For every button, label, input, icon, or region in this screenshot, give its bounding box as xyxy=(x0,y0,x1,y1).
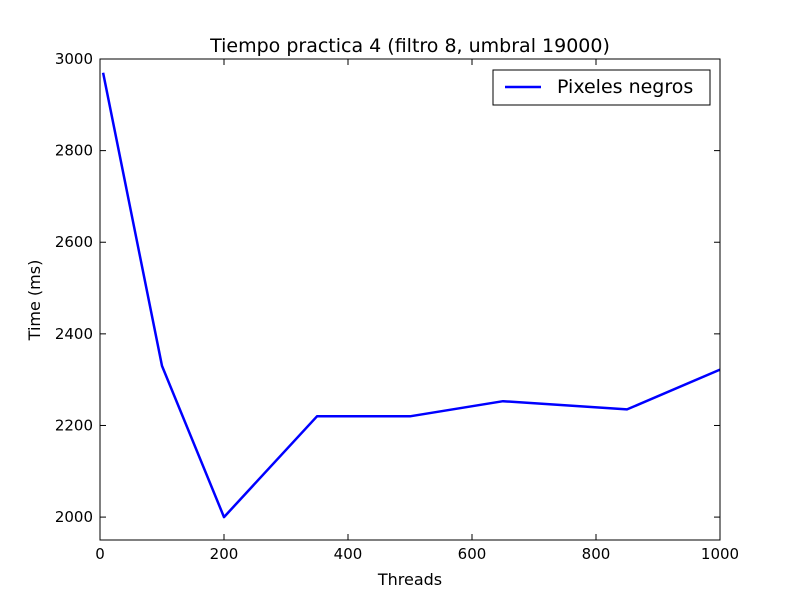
y-tick-label: 2200 xyxy=(55,416,93,434)
x-axis-label: Threads xyxy=(377,570,442,589)
y-tick-label: 3000 xyxy=(55,50,93,68)
plot-frame xyxy=(99,58,721,541)
x-tick-label: 0 xyxy=(95,545,105,563)
y-tick-label: 2000 xyxy=(55,508,93,526)
legend: Pixeles negros xyxy=(492,69,711,106)
x-tick-label: 600 xyxy=(458,545,487,563)
series-line xyxy=(101,72,721,519)
chart-title: Tiempo practica 4 (filtro 8, umbral 1900… xyxy=(209,35,610,57)
x-tick-label: 200 xyxy=(210,545,239,563)
x-tick-label: 1000 xyxy=(701,545,739,563)
x-tick-label: 400 xyxy=(334,545,363,563)
legend-entry-label: Pixeles negros xyxy=(557,76,693,98)
x-tick-label: 800 xyxy=(582,545,611,563)
plot-area xyxy=(101,72,721,519)
y-tick-label: 2800 xyxy=(55,142,93,160)
y-tick-label: 2400 xyxy=(55,325,93,343)
y-tick-label: 2600 xyxy=(55,233,93,251)
y-axis-label: Time (ms) xyxy=(25,260,44,342)
